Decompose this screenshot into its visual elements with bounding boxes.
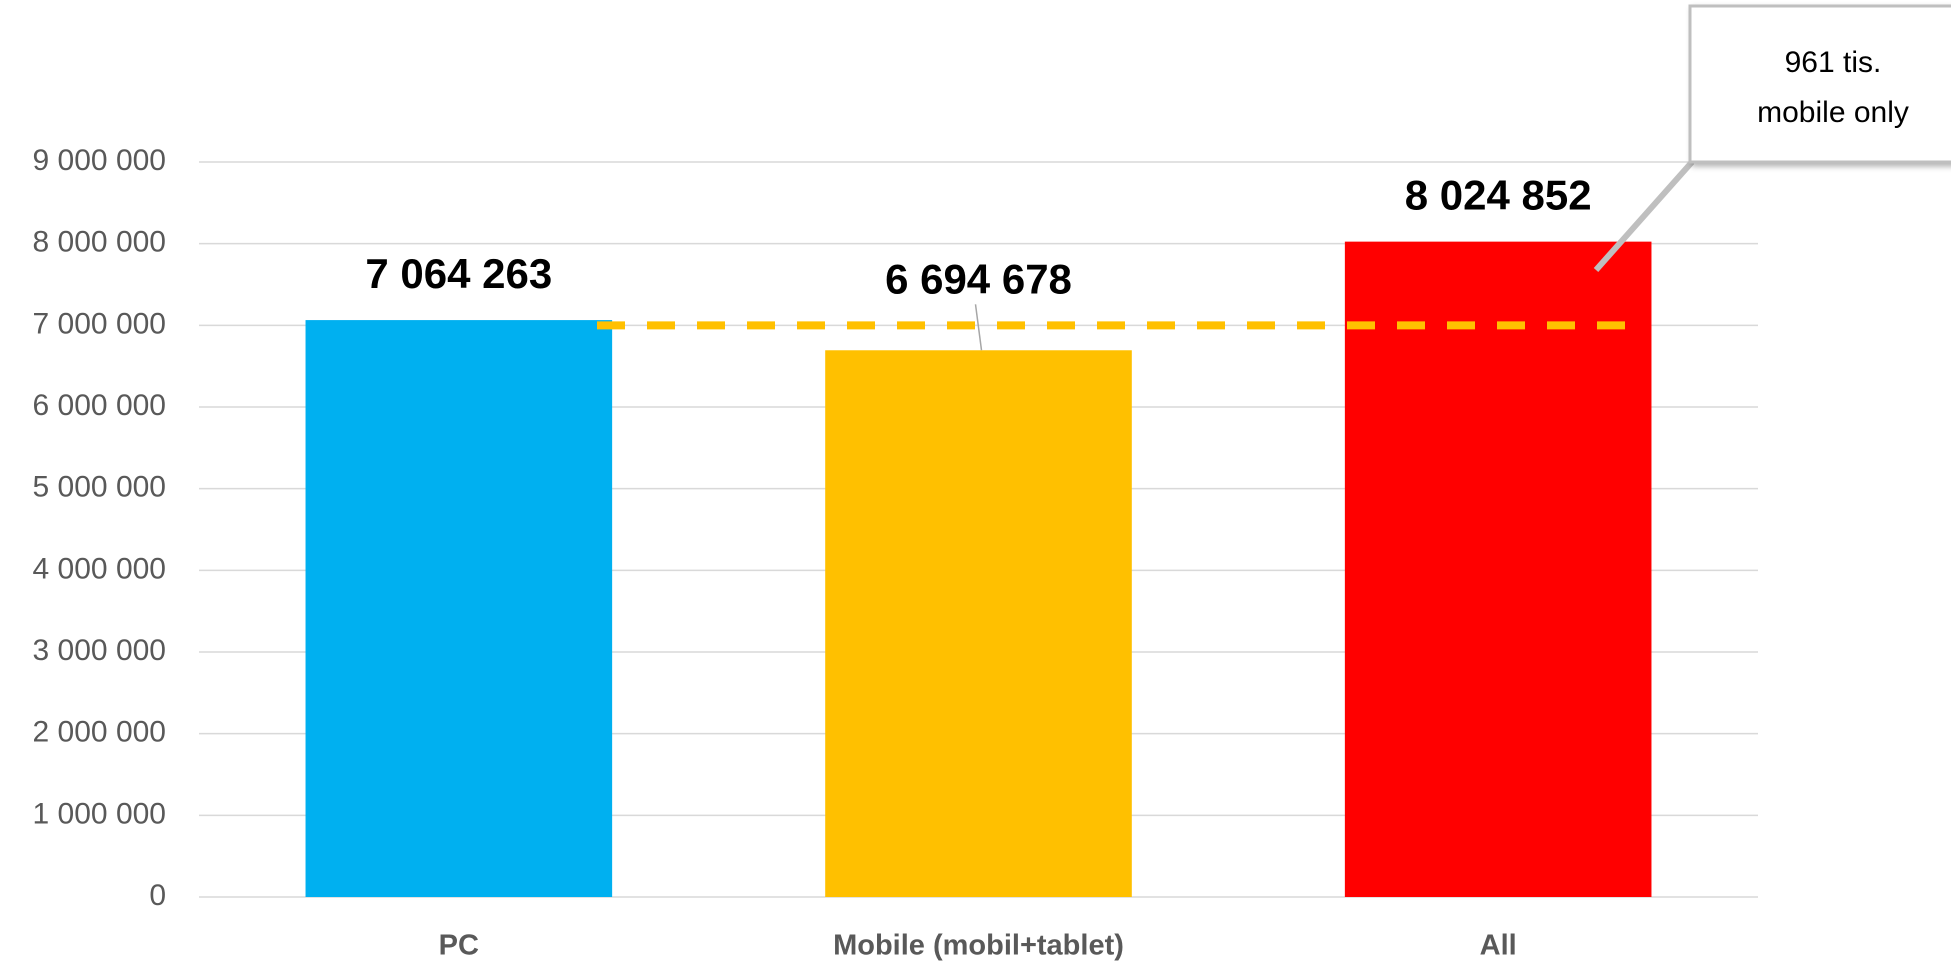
y-tick-label: 2 000 000	[33, 716, 166, 749]
y-tick-label: 1 000 000	[33, 797, 166, 830]
label-leader	[974, 304, 983, 351]
y-tick-label: 4 000 000	[33, 552, 166, 585]
y-tick-label: 6 000 000	[33, 389, 166, 422]
bar	[1344, 241, 1652, 897]
y-tick-label: 8 000 000	[33, 226, 166, 259]
value-label: 8 024 852	[1405, 172, 1592, 219]
value-label: 6 694 678	[885, 255, 1072, 302]
x-tick-label: Mobile (mobil+tablet)	[833, 930, 1124, 962]
x-tick-label: All	[1480, 930, 1517, 962]
y-tick-label: 9 000 000	[33, 144, 166, 177]
callout-box	[1688, 4, 1951, 164]
value-label: 7 064 263	[365, 250, 552, 297]
y-tick-label: 3 000 000	[33, 634, 166, 667]
bar	[305, 320, 613, 897]
x-tick-label: PC	[439, 930, 479, 962]
annotation: 961 tis.	[1785, 46, 1882, 79]
y-tick-label: 5 000 000	[33, 471, 166, 504]
callout-leader	[1593, 160, 1695, 272]
annotation: mobile only	[1757, 96, 1909, 129]
y-tick-label: 7 000 000	[33, 307, 166, 340]
bar	[825, 350, 1132, 898]
y-tick-label: 0	[149, 879, 166, 912]
